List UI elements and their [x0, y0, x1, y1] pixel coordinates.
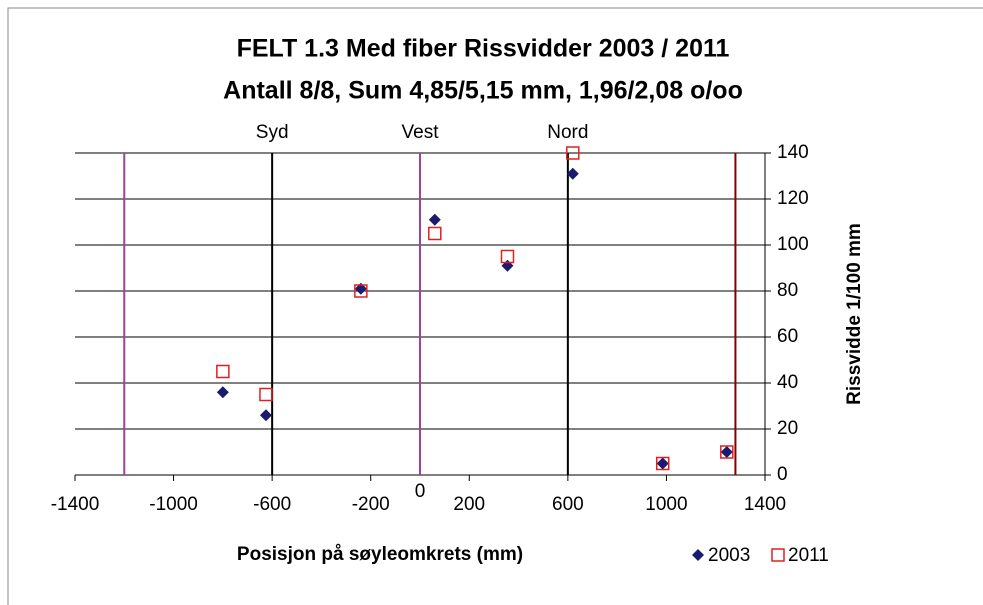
point — [500, 249, 515, 264]
y-axis-label: Rissvidde 1/100 mm — [844, 223, 865, 405]
point — [566, 146, 580, 160]
point — [655, 456, 670, 471]
chart-subtitle: Antall 8/8, Sum 4,85/5,15 mm, 1,96/2,08 … — [223, 77, 743, 105]
y-tick-label: 140 — [777, 142, 809, 163]
legend-marker — [692, 549, 704, 561]
x-tick-label: 1000 — [645, 494, 687, 515]
x-tick-label: -1000 — [149, 494, 198, 515]
x-tick-label: -200 — [352, 494, 390, 515]
legend-marker — [771, 548, 785, 562]
point — [428, 213, 441, 226]
y-tick-label: 80 — [777, 280, 798, 301]
x-tick-label: 600 — [552, 494, 584, 515]
reference-label: Syd — [256, 122, 289, 143]
point — [656, 457, 669, 470]
y-tick-label: 40 — [777, 372, 798, 393]
point — [216, 364, 230, 379]
y-tick-label: 20 — [777, 418, 798, 439]
point — [428, 226, 442, 241]
reference-label: Vest — [402, 122, 440, 143]
chart-title: FELT 1.3 Med fiber Rissvidder 2003 / 201… — [237, 35, 730, 63]
x-tick-label: 200 — [453, 494, 485, 515]
frame — [7, 7, 983, 605]
reference-label: Nord — [547, 122, 588, 143]
y-tick-label: 120 — [777, 188, 809, 209]
point — [216, 386, 229, 399]
point — [720, 445, 734, 459]
y-tick-label: 60 — [777, 326, 798, 347]
x-axis-label: Posisjon på søyleomkrets (mm) — [237, 544, 523, 565]
point — [354, 284, 368, 298]
point — [720, 446, 733, 458]
point — [501, 259, 514, 272]
legend-label: 2003 — [708, 545, 750, 566]
annotation: 0 — [415, 481, 426, 502]
x-tick-label: -600 — [253, 494, 291, 515]
point — [259, 409, 272, 422]
y-tick-label: 0 — [777, 464, 788, 485]
legend-label: 2011 — [788, 545, 829, 566]
y-tick-label: 100 — [777, 234, 809, 255]
x-tick-label: -1400 — [51, 494, 100, 515]
point — [566, 167, 579, 180]
point — [259, 387, 273, 402]
x-tick-label: 1400 — [744, 494, 786, 515]
